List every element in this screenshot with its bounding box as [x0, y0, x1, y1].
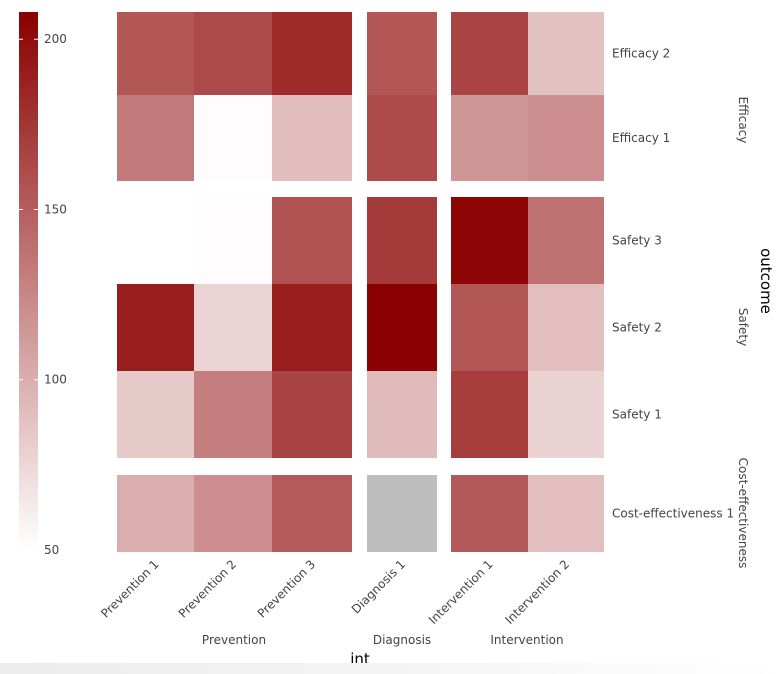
column-label-intervention-1: Intervention 1	[426, 557, 496, 627]
cell-cost-effectiveness-1-prevention-1	[117, 475, 194, 552]
row-label: Safety 2	[612, 321, 662, 335]
y-axis-title: outcome	[757, 248, 775, 314]
cell-safety-1-prevention-2	[194, 371, 272, 458]
column-label-prevention-2: Prevention 2	[176, 557, 239, 620]
cell-safety-2-diagnosis-1	[367, 284, 437, 371]
column-label-diagnosis-1: Diagnosis 1	[349, 557, 408, 616]
row-label: Efficacy 1	[612, 131, 670, 145]
cell-safety-1-prevention-3	[272, 371, 352, 458]
cell-efficacy-2-prevention-2	[194, 12, 272, 95]
cell-cost-effectiveness-1-prevention-3	[272, 475, 352, 552]
column-group-label-prevention: Prevention	[202, 633, 266, 647]
colorbar-tick-label: 50	[44, 543, 59, 557]
cell-safety-3-intervention-1	[451, 197, 528, 284]
cell-cost-effectiveness-1-intervention-2	[528, 475, 604, 552]
column-group-label-diagnosis: Diagnosis	[373, 633, 431, 647]
colorbar-tick-label: 200	[44, 32, 67, 46]
cell-safety-2-intervention-1	[451, 284, 528, 371]
column-label-intervention-2: Intervention 2	[502, 557, 572, 627]
cell-efficacy-2-intervention-2	[528, 12, 604, 95]
cell-safety-3-prevention-1	[117, 197, 194, 284]
cell-efficacy-1-intervention-2	[528, 95, 604, 181]
cell-safety-3-prevention-3	[272, 197, 352, 284]
row-label: Cost-effectiveness 1	[612, 507, 734, 521]
colorbar: 50 100 150 200	[19, 12, 67, 557]
column-group-labels: Prevention Diagnosis Intervention	[202, 633, 564, 647]
row-label: Efficacy 2	[612, 47, 670, 61]
cell-safety-1-intervention-2	[528, 371, 604, 458]
cell-cost-effectiveness-1-diagnosis-1	[367, 475, 437, 552]
cell-safety-1-diagnosis-1	[367, 371, 437, 458]
colorbar-ticks: 50 100 150 200	[19, 32, 67, 557]
cell-safety-1-prevention-1	[117, 371, 194, 458]
cell-efficacy-2-prevention-3	[272, 12, 352, 95]
column-labels: Prevention 1 Prevention 2 Prevention 3 Diag…	[98, 557, 572, 627]
cell-efficacy-1-prevention-3	[272, 95, 352, 181]
colorbar-gradient	[19, 12, 38, 550]
row-label: Safety 1	[612, 408, 662, 422]
row-label: Safety 3	[612, 234, 662, 248]
row-group-labels: Efficacy Safety Cost-effectiveness	[736, 97, 750, 569]
cell-efficacy-1-intervention-1	[451, 95, 528, 181]
heatmap-cells	[117, 12, 604, 552]
cell-efficacy-1-prevention-1	[117, 95, 194, 181]
cell-safety-2-intervention-2	[528, 284, 604, 371]
cell-safety-2-prevention-2	[194, 284, 272, 371]
colorbar-tick-label: 150	[44, 202, 67, 216]
cell-safety-2-prevention-1	[117, 284, 194, 371]
cell-cost-effectiveness-1-intervention-1	[451, 475, 528, 552]
column-label-prevention-1: Prevention 1	[98, 557, 161, 620]
column-group-label-intervention: Intervention	[490, 633, 563, 647]
row-group-label-safety: Safety	[736, 308, 750, 346]
row-group-label-cost-effectiveness: Cost-effectiveness	[736, 458, 750, 569]
cell-cost-effectiveness-1-prevention-2	[194, 475, 272, 552]
colorbar-tick-label: 100	[44, 373, 67, 387]
cell-efficacy-2-prevention-1	[117, 12, 194, 95]
row-labels: Efficacy 2 Efficacy 1 Safety 3 Safety 2 Safe…	[612, 47, 734, 521]
cell-efficacy-2-intervention-1	[451, 12, 528, 95]
cell-efficacy-1-prevention-2	[194, 95, 272, 181]
cell-efficacy-2-diagnosis-1	[367, 12, 437, 95]
cell-safety-3-intervention-2	[528, 197, 604, 284]
row-group-label-efficacy: Efficacy	[736, 97, 750, 144]
cell-safety-1-intervention-1	[451, 371, 528, 458]
cell-safety-2-prevention-3	[272, 284, 352, 371]
cell-efficacy-1-diagnosis-1	[367, 95, 437, 181]
bottom-fade-band	[0, 663, 781, 674]
cell-safety-3-diagnosis-1	[367, 197, 437, 284]
cell-safety-3-prevention-2	[194, 197, 272, 284]
column-label-prevention-3: Prevention 3	[255, 557, 318, 620]
